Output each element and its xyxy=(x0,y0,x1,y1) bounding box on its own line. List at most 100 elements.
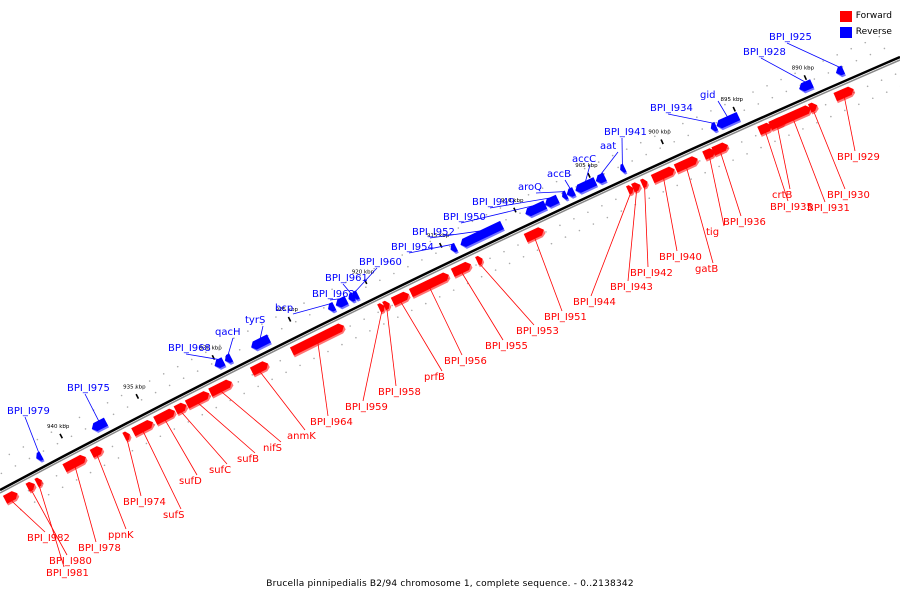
gene-label-bpi-i960[interactable]: BPI_I960 xyxy=(359,257,402,268)
gene-bcp[interactable] xyxy=(326,301,338,315)
gene-label-bpi-i936[interactable]: BPI_I936 xyxy=(723,217,766,228)
gene-label-accc[interactable]: accC xyxy=(572,154,596,165)
gene-label-bpi-i959[interactable]: BPI_I959 xyxy=(345,402,388,413)
gene-label-ppnk[interactable]: ppnK xyxy=(108,530,134,541)
gene-label-gid[interactable]: gid xyxy=(700,90,715,101)
gene-bpi-i942[interactable] xyxy=(639,177,650,190)
gene-bpi-i955[interactable] xyxy=(450,260,474,279)
gene-label-bcp[interactable]: bcp xyxy=(275,303,293,314)
gene-label-bpi-i943[interactable]: BPI_I943 xyxy=(610,282,653,293)
gene-sufb[interactable] xyxy=(184,389,212,411)
gene-bpi-i959[interactable] xyxy=(377,302,387,315)
gene-label-bpi-i950[interactable]: BPI_I950 xyxy=(443,212,486,223)
gene-bpi-i979[interactable] xyxy=(34,451,45,464)
gene-label-bpi-i929[interactable]: BPI_I929 xyxy=(837,152,880,163)
gene-label-bpi-i954[interactable]: BPI_I954 xyxy=(391,242,434,253)
gene-bpi-i934[interactable] xyxy=(709,121,719,134)
gene-label-bpi-i982[interactable]: BPI_I982 xyxy=(27,533,70,544)
gene-tyrs[interactable] xyxy=(249,334,272,353)
gene-label-bpi-i955[interactable]: BPI_I955 xyxy=(485,341,528,352)
gene-label-sufc[interactable]: sufC xyxy=(209,465,231,476)
gene-prfb[interactable] xyxy=(390,290,412,308)
gene-label-bpi-i944[interactable]: BPI_I944 xyxy=(573,297,616,308)
gene-bpi-i952[interactable] xyxy=(459,220,505,251)
gene-label-bpi-i962[interactable]: BPI_I962 xyxy=(312,289,355,300)
gene-label-bpi-i961[interactable]: BPI_I961 xyxy=(325,273,368,284)
gene-bpi-i935[interactable] xyxy=(757,121,774,137)
gene-bpi-i974[interactable] xyxy=(122,430,132,443)
gene-label-bpi-i975[interactable]: BPI_I975 xyxy=(67,383,110,394)
gene-label-tyrs[interactable]: tyrS xyxy=(245,315,265,326)
gene-bpi-i929[interactable] xyxy=(833,85,856,104)
gene-bpi-i930[interactable] xyxy=(807,101,820,115)
gene-bpi-i936[interactable] xyxy=(711,141,730,158)
gene-gatb[interactable] xyxy=(673,155,700,175)
gene-sufd[interactable] xyxy=(153,407,178,427)
gene-bpi-i964[interactable] xyxy=(289,322,347,358)
gene-label-anmk[interactable]: anmK xyxy=(287,431,316,442)
gene-bpi-i968[interactable] xyxy=(213,357,227,371)
gene-label-bpi-i925[interactable]: BPI_I925 xyxy=(769,32,812,43)
gene-bpi-i956[interactable] xyxy=(408,271,452,299)
gene-label-bpi-i953[interactable]: BPI_I953 xyxy=(516,326,559,337)
gene-label-tig[interactable]: tig xyxy=(706,227,719,238)
gene-label-bpi-i978[interactable]: BPI_I978 xyxy=(78,543,121,554)
gene-bpi-i953[interactable] xyxy=(475,255,485,268)
gene-label-accb[interactable]: accB xyxy=(547,169,571,180)
gene-label-bpi-i930[interactable]: BPI_I930 xyxy=(827,190,870,201)
gene-bpi-i978[interactable] xyxy=(62,453,88,474)
gene-tig[interactable] xyxy=(702,147,717,162)
gene-bpi-i925[interactable] xyxy=(834,65,846,79)
gene-label-bpi-i952[interactable]: BPI_I952 xyxy=(412,227,455,238)
gene-label-prfb[interactable]: prfB xyxy=(424,372,445,383)
gene-label-bpi-i931[interactable]: BPI_I931 xyxy=(807,203,850,214)
gene-nifs[interactable] xyxy=(208,378,234,399)
gene-label-bpi-i934[interactable]: BPI_I934 xyxy=(650,103,693,114)
gene-bpi-i950[interactable] xyxy=(523,200,549,219)
gene-label-bpi-i956[interactable]: BPI_I956 xyxy=(444,356,487,367)
gene-accb[interactable] xyxy=(565,187,577,200)
gene-bpi-i981[interactable] xyxy=(34,476,44,489)
gene-bpi-i980[interactable] xyxy=(25,480,38,494)
gene-bpi-i951[interactable] xyxy=(523,226,547,245)
gene-bpi-i982[interactable] xyxy=(2,489,21,506)
gene-label-bpi-i981[interactable]: BPI_I981 xyxy=(46,568,89,579)
gene-label-bpi-i979[interactable]: BPI_I979 xyxy=(7,406,50,417)
gene-label-bpi-i928[interactable]: BPI_I928 xyxy=(743,47,786,58)
gene-bpi-i943[interactable] xyxy=(631,181,643,195)
gene-bpi-i941[interactable] xyxy=(618,163,628,176)
gene-aroq[interactable] xyxy=(560,190,570,203)
gene-label-aroq[interactable]: aroQ xyxy=(518,182,542,193)
gene-ppnk[interactable] xyxy=(89,444,106,460)
gene-label-nifs[interactable]: nifS xyxy=(263,443,282,454)
gene-sufs[interactable] xyxy=(131,418,156,439)
gene-bpi-i931[interactable] xyxy=(774,104,813,130)
gene-label-bpi-i941[interactable]: BPI_I941 xyxy=(604,127,647,138)
gene-label-bpi-i949[interactable]: BPI_I949 xyxy=(472,197,515,208)
gene-anmk[interactable] xyxy=(249,360,271,378)
gene-label-sufs[interactable]: sufS xyxy=(163,510,184,521)
gene-label-crtb[interactable]: crtB xyxy=(772,190,793,201)
gene-label-bpi-i968[interactable]: BPI_I968 xyxy=(168,343,211,354)
gene-label-sufb[interactable]: sufB xyxy=(237,454,259,465)
gene-label-sufd[interactable]: sufD xyxy=(179,476,202,487)
gene-bpi-i960[interactable] xyxy=(350,290,361,303)
gene-bpi-i975[interactable] xyxy=(90,417,110,435)
gene-label-bpi-i958[interactable]: BPI_I958 xyxy=(378,387,421,398)
gene-label-bpi-i980[interactable]: BPI_I980 xyxy=(49,556,92,567)
gene-bpi-i944[interactable] xyxy=(625,184,636,197)
gene-bpi-i954[interactable] xyxy=(449,242,459,256)
gene-bpi-i958[interactable] xyxy=(382,299,392,312)
gene-label-bpi-i964[interactable]: BPI_I964 xyxy=(310,417,353,428)
gene-label-bpi-i935[interactable]: BPI_I935 xyxy=(770,202,813,213)
gene-accc[interactable] xyxy=(573,177,599,196)
gene-bpi-i949[interactable] xyxy=(543,194,561,211)
gene-aat[interactable] xyxy=(594,172,608,187)
gene-label-bpi-i951[interactable]: BPI_I951 xyxy=(544,312,587,323)
gene-label-aat[interactable]: aat xyxy=(600,141,616,152)
gene-label-bpi-i942[interactable]: BPI_I942 xyxy=(630,268,673,279)
gene-bpi-i940[interactable] xyxy=(650,165,677,185)
gene-gid[interactable] xyxy=(715,111,742,132)
gene-sufc[interactable] xyxy=(173,401,190,417)
gene-label-bpi-i940[interactable]: BPI_I940 xyxy=(659,252,702,263)
